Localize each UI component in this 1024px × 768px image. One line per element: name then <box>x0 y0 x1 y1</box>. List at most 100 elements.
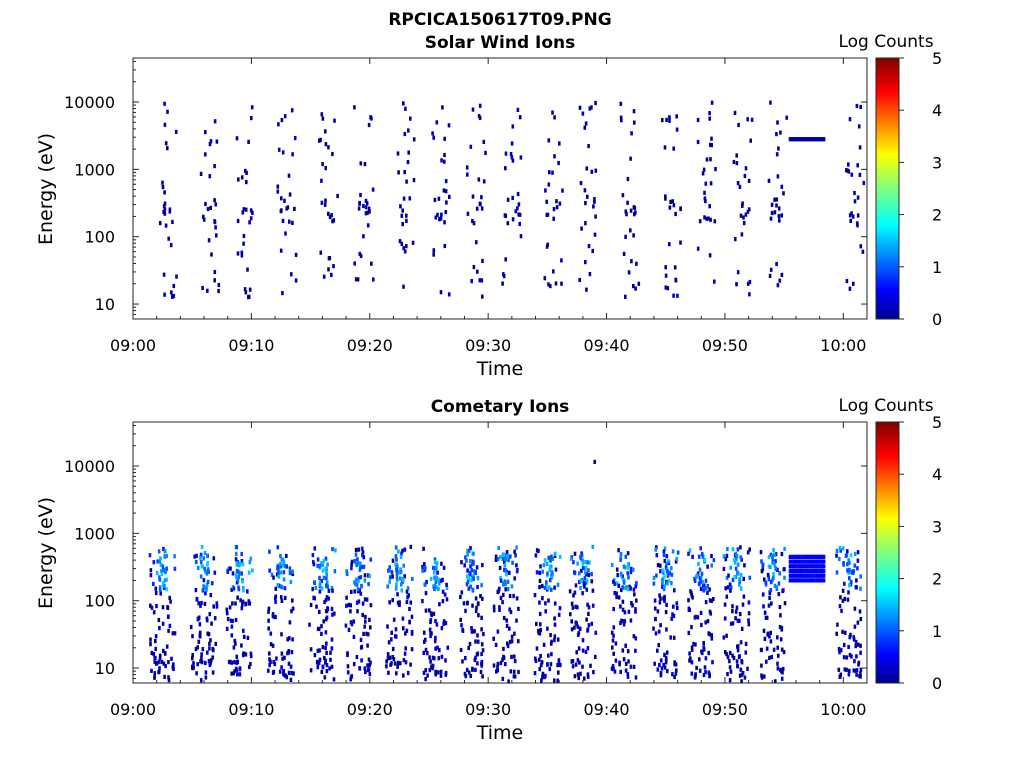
heatmap-cell <box>817 568 820 574</box>
heatmap-cell <box>769 552 773 557</box>
heatmap-cell <box>762 628 766 633</box>
heatmap-cell <box>535 570 539 575</box>
heatmap-cell <box>517 212 520 217</box>
heatmap-cell <box>538 570 542 575</box>
heatmap-cell <box>797 573 800 578</box>
heatmap-cell <box>628 584 631 589</box>
heatmap-cell <box>402 626 405 631</box>
heatmap-cell <box>584 221 587 226</box>
heatmap-cell <box>558 141 561 146</box>
heatmap-cell <box>558 201 562 206</box>
heatmap-cell <box>777 592 781 597</box>
heatmap-cell <box>346 651 349 656</box>
heatmap-cell <box>398 239 402 244</box>
heatmap-cell <box>734 566 738 571</box>
heatmap-cell <box>278 669 282 674</box>
heatmap-cell <box>210 581 214 586</box>
heatmap-cell <box>576 624 580 629</box>
heatmap-cell <box>622 622 626 627</box>
heatmap-cell <box>617 583 621 588</box>
heatmap-cell <box>170 290 173 295</box>
heatmap-cell <box>236 578 240 583</box>
heatmap-cell <box>435 565 438 570</box>
heatmap-cell <box>386 584 389 589</box>
heatmap-cell <box>846 562 849 567</box>
heatmap-cell <box>619 620 622 626</box>
heatmap-cell <box>511 560 514 565</box>
heatmap-cell <box>589 663 592 668</box>
heatmap-cell <box>367 206 371 211</box>
x-tick-label: 09:10 <box>228 336 274 355</box>
heatmap-cell <box>400 582 403 587</box>
heatmap-cell <box>231 618 234 624</box>
heatmap-cell <box>772 572 775 577</box>
heatmap-cell <box>775 132 778 137</box>
colorbar-tick-label: 0 <box>932 310 942 329</box>
heatmap-cell <box>364 614 367 619</box>
heatmap-cell <box>282 570 286 575</box>
heatmap-cell <box>369 625 372 630</box>
heatmap-cell <box>580 568 583 573</box>
heatmap-cell <box>249 208 253 213</box>
heatmap-cell <box>206 560 209 566</box>
heatmap-cell <box>663 665 667 670</box>
heatmap-cell <box>467 548 471 553</box>
heatmap-cell <box>476 584 479 590</box>
heatmap-cell <box>431 663 435 668</box>
heatmap-cell <box>232 671 235 676</box>
heatmap-cell <box>626 551 630 556</box>
heatmap-cell <box>510 654 513 659</box>
heatmap-cell <box>769 588 773 593</box>
heatmap-cell <box>499 660 503 666</box>
heatmap-cell <box>172 662 175 667</box>
heatmap-cell <box>795 564 799 569</box>
heatmap-cell <box>321 116 325 121</box>
heatmap-cell <box>810 568 813 574</box>
heatmap-cell <box>435 561 438 566</box>
heatmap-cell <box>632 109 636 114</box>
heatmap-cell <box>803 568 806 574</box>
heatmap-cell <box>283 595 287 601</box>
heatmap-cell <box>149 642 152 647</box>
heatmap-cell <box>740 679 743 684</box>
heatmap-cell <box>804 554 807 559</box>
heatmap-cell <box>434 646 437 651</box>
heatmap-cell <box>710 636 714 641</box>
heatmap-cell <box>504 662 507 667</box>
heatmap-cell <box>309 668 313 673</box>
heatmap-cell <box>480 615 483 620</box>
heatmap-cell <box>158 656 162 661</box>
heatmap-cell <box>363 624 366 629</box>
heatmap-cell <box>612 633 615 638</box>
heatmap-cell <box>541 675 544 680</box>
heatmap-cell <box>812 578 816 583</box>
heatmap-cell <box>355 600 359 605</box>
heatmap-cell <box>673 265 677 270</box>
heatmap-cell <box>199 560 203 565</box>
heatmap-cell <box>225 626 229 631</box>
heatmap-cell <box>770 601 773 606</box>
heatmap-cell <box>674 671 678 676</box>
heatmap-cell <box>728 582 732 587</box>
heatmap-cell <box>334 548 337 553</box>
heatmap-cell <box>405 179 408 184</box>
heatmap-cell <box>748 547 751 552</box>
heatmap-cell <box>632 634 636 639</box>
heatmap-cell <box>571 664 575 669</box>
heatmap-cell <box>199 574 203 579</box>
y-tick-label: 10000 <box>64 457 115 476</box>
heatmap-cell <box>533 593 537 598</box>
heatmap-cell <box>149 573 153 578</box>
heatmap-cell <box>367 122 371 128</box>
heatmap-cell <box>235 561 239 566</box>
heatmap-cell <box>365 201 369 206</box>
heatmap-cell <box>321 568 325 573</box>
heatmap-cell <box>545 199 548 204</box>
heatmap-cell <box>318 589 322 594</box>
heatmap-cell <box>283 673 286 678</box>
heatmap-cell <box>447 292 451 297</box>
heatmap-cell <box>229 566 232 571</box>
heatmap-cell <box>734 551 738 556</box>
heatmap-cell <box>766 572 770 577</box>
heatmap-cell <box>781 666 785 672</box>
